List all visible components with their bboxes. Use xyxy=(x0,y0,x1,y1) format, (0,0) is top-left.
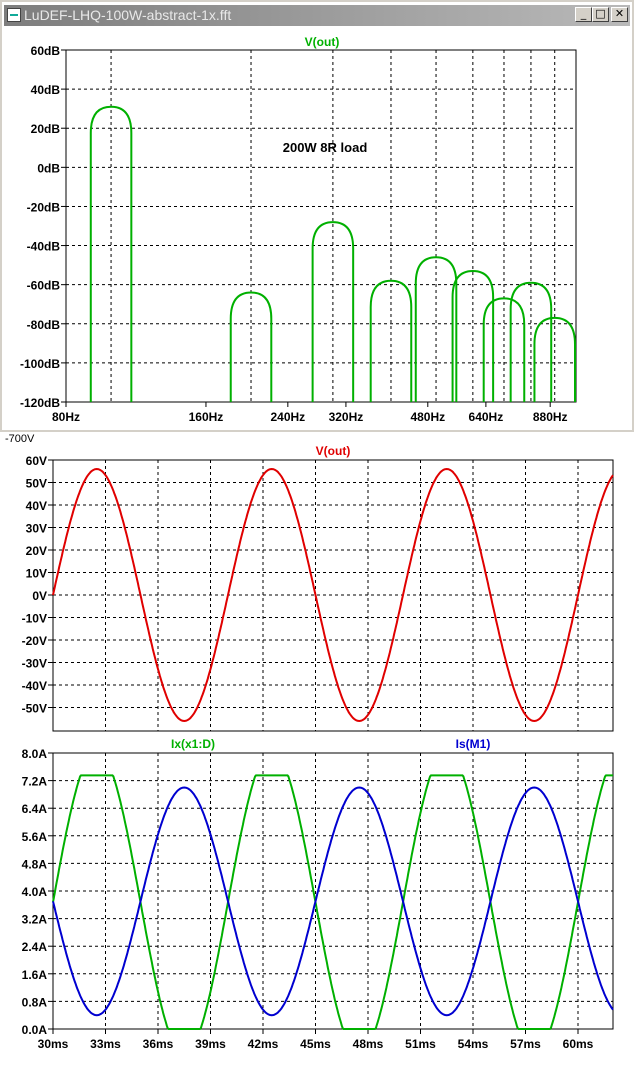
time-plots[interactable]: -700V 60V 50V 40V 30V 20V 10V 0V -10V -20V -30V -4… xyxy=(0,432,634,1065)
plot-annotation: 200W 8R load xyxy=(283,140,368,155)
spectral-peak xyxy=(509,281,553,402)
y-tick-label: -40V xyxy=(22,679,47,693)
x-tick-label: 57ms xyxy=(510,1037,541,1051)
y-tick-label: -60dB xyxy=(27,279,61,293)
y-tick-label: 6.4A xyxy=(22,802,48,816)
time-domain-panel: -700V 60V 50V 40V 30V 20V 10V 0V -10V -20V -30V -4… xyxy=(0,432,634,1065)
y-tick-label: -20dB xyxy=(27,200,61,214)
spectral-peak xyxy=(482,297,526,402)
y-tick-label: 0.8A xyxy=(22,995,48,1009)
y-tick-label: 8.0A xyxy=(22,747,48,761)
y-tick-label: 0.0A xyxy=(22,1023,48,1037)
y-tick-label: 2.4A xyxy=(22,940,48,954)
y-tick-label: 4.8A xyxy=(22,857,48,871)
spectral-peak xyxy=(311,221,355,402)
is-trace xyxy=(52,786,614,1017)
x-tick-label: 320Hz xyxy=(329,410,364,424)
title-bar[interactable]: LuDEF-LHQ-100W-abstract-1x.fft _ □ ✕ xyxy=(4,5,630,26)
x-tick-label: 80Hz xyxy=(52,410,80,424)
y-tick-label: 20dB xyxy=(31,122,61,136)
y-tick-label: 7.2A xyxy=(22,775,48,789)
y-tick-label: 20V xyxy=(26,544,47,558)
y-tick-label: 50V xyxy=(26,477,47,491)
spectral-peak xyxy=(89,105,133,402)
y-tick-label: 0dB xyxy=(37,161,60,175)
y-tick-label: -30V xyxy=(22,657,47,671)
is-trace-label[interactable]: Is(M1) xyxy=(456,737,491,751)
fft-window: LuDEF-LHQ-100W-abstract-1x.fft _ □ ✕ 60d… xyxy=(0,0,634,432)
x-tick-label: 30ms xyxy=(38,1037,69,1051)
maximize-button[interactable]: □ xyxy=(592,7,609,22)
x-tick-label: 240Hz xyxy=(270,410,305,424)
x-tick-label: 480Hz xyxy=(410,410,445,424)
y-tick-label: 30V xyxy=(26,522,47,536)
current-plot-frame xyxy=(52,752,614,1030)
y-tick-label: 60dB xyxy=(31,44,61,58)
window-title: LuDEF-LHQ-100W-abstract-1x.fft xyxy=(24,7,232,23)
x-tick-label: 42ms xyxy=(248,1037,279,1051)
y-tick-label: -10V xyxy=(22,612,47,626)
x-tick-label: 51ms xyxy=(405,1037,436,1051)
vout-plot-frame xyxy=(52,459,614,732)
trace-label[interactable]: V(out) xyxy=(305,35,340,49)
y-tick-label: -50V xyxy=(22,702,47,716)
y-tick-label: 10V xyxy=(26,567,47,581)
x-tick-label: 48ms xyxy=(353,1037,384,1051)
x-tick-label: 39ms xyxy=(195,1037,226,1051)
minimize-button[interactable]: _ xyxy=(575,7,592,22)
vout-trace-label[interactable]: V(out) xyxy=(316,444,351,458)
x-tick-label: 60ms xyxy=(563,1037,594,1051)
y-tick-label: -100dB xyxy=(20,357,60,371)
vout-trace xyxy=(52,467,614,723)
spectral-peak xyxy=(451,269,495,402)
y-tick-label: 4.0A xyxy=(22,885,48,899)
ix-trace-label[interactable]: Ix(x1:D) xyxy=(171,737,215,751)
close-button[interactable]: ✕ xyxy=(611,7,628,22)
y-tick-label: 60V xyxy=(26,454,47,468)
x-tick-label: 36ms xyxy=(143,1037,174,1051)
waveform-app-icon xyxy=(7,8,21,22)
x-tick-label: 45ms xyxy=(300,1037,331,1051)
x-tick-label: 640Hz xyxy=(469,410,504,424)
y-tick-label: 3.2A xyxy=(22,913,48,927)
y-tick-label: 5.6A xyxy=(22,830,48,844)
spectral-peak xyxy=(414,256,458,402)
x-tick-label: 33ms xyxy=(90,1037,121,1051)
spectral-peak xyxy=(533,316,577,402)
y-tick-label: 40V xyxy=(26,499,47,513)
y-tick-label: -40dB xyxy=(27,240,61,254)
plot-frame xyxy=(65,49,577,403)
y-tick-label: 40dB xyxy=(31,83,61,97)
ix-trace xyxy=(52,774,613,1030)
x-tick-label: 880Hz xyxy=(533,410,568,424)
clipped-tick-label: -700V xyxy=(5,433,35,445)
spectral-peak xyxy=(229,291,273,402)
y-tick-label: 0V xyxy=(32,589,47,603)
fft-plot[interactable]: 60dB 40dB 20dB 0dB -20dB -40dB -60dB -80dB -100d… xyxy=(2,26,632,430)
y-tick-label: -120dB xyxy=(20,396,60,410)
y-tick-label: 1.6A xyxy=(22,968,48,982)
x-tick-label: 160Hz xyxy=(189,410,224,424)
y-tick-label: -80dB xyxy=(27,318,61,332)
y-tick-label: -20V xyxy=(22,634,47,648)
spectral-peak xyxy=(369,279,413,402)
x-tick-label: 54ms xyxy=(458,1037,489,1051)
